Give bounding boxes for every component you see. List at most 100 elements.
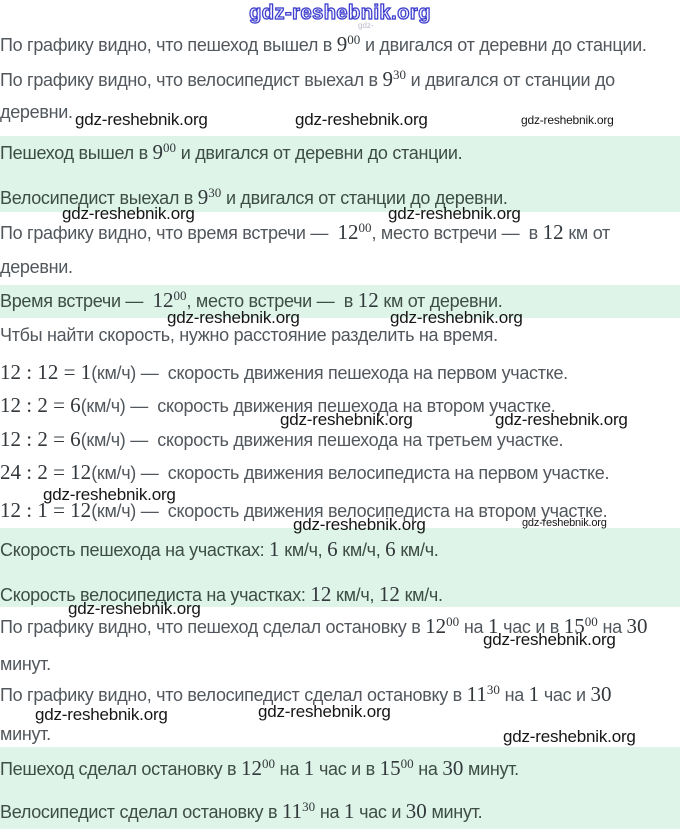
math-inline: 12 : 2 = 6 xyxy=(0,393,81,417)
plain-text: час и в xyxy=(498,617,564,637)
superscript-minutes: 30 xyxy=(208,185,222,200)
highlight-band xyxy=(0,285,680,318)
site-watermark: gdz-reshebnik.org xyxy=(35,705,168,724)
plain-text: (км/ч) — скорость движения пешехода на т… xyxy=(80,430,564,450)
plain-text: Велосипедист выехал в xyxy=(0,188,198,208)
text-line: Чтбы найти скорость, нужно расстояние ра… xyxy=(0,323,498,347)
text-line: По графику видно, что пешеход сделал ост… xyxy=(0,614,648,639)
plain-text: час и xyxy=(354,802,406,822)
site-watermark-top: gdz-reshebnik.org xyxy=(248,2,431,24)
plain-text: км/ч, xyxy=(279,540,328,560)
plain-text: По графику видно, что велосипедист выеха… xyxy=(0,70,383,90)
highlight-band xyxy=(0,136,680,212)
highlight-band xyxy=(0,747,680,829)
math-time-value: 1130 xyxy=(466,682,500,706)
math-inline: 12 : 12 = 1 xyxy=(0,360,92,384)
math-time-value: 900 xyxy=(336,32,361,56)
math-inline: 24 : 2 = 12 xyxy=(0,460,92,484)
superscript-minutes: 30 xyxy=(302,799,316,814)
plain-text: на xyxy=(597,617,627,637)
site-watermark: gdz-reshebnik.org xyxy=(167,308,300,327)
site-watermark: gdz-reshebnik.org xyxy=(43,485,176,504)
text-line: минут. xyxy=(0,722,51,746)
plain-text: , место встречи — в xyxy=(371,223,543,243)
plain-text: По графику видно, что время встречи — xyxy=(0,223,338,243)
plain-text: минут. xyxy=(0,654,51,674)
superscript-minutes: 00 xyxy=(584,614,598,629)
plain-text: на xyxy=(315,802,344,822)
math-time-value: 1200 xyxy=(425,614,460,638)
math-inline: 30 xyxy=(626,614,648,638)
text-line: Время встречи — 1200, место встречи — в … xyxy=(0,288,503,313)
site-watermark: gdz-reshebnik.org xyxy=(280,410,413,429)
text-line: Пешеход сделал остановку в 1200 на 1 час… xyxy=(0,756,519,781)
site-watermark: gdz-reshebnik.org xyxy=(390,308,523,327)
text-line: По графику видно, что время встречи — 12… xyxy=(0,220,610,245)
text-line: По графику видно, что пешеход вышел в 90… xyxy=(0,32,647,57)
math-inline: 12 : 2 = 6 xyxy=(0,427,81,451)
math-time-value: 1130 xyxy=(281,799,316,823)
plain-text: и двигался от деревни до станции. xyxy=(176,143,463,163)
plain-text: (км/ч) — скорость движения велосипедиста… xyxy=(91,501,608,521)
site-watermark: gdz-reshebnik.org xyxy=(62,204,195,223)
plain-text: (км/ч) — скорость движения пешехода на п… xyxy=(91,363,568,383)
plain-text: км/ч, xyxy=(331,585,379,605)
plain-text: минут. xyxy=(0,724,51,744)
plain-text: По графику видно, что велосипедист сдела… xyxy=(0,685,467,705)
text-line: Велосипедист выехал в 930 и двигался от … xyxy=(0,185,508,210)
math-time-value: 1200 xyxy=(240,756,275,780)
math-time-value: 930 xyxy=(197,185,222,209)
plain-text: км/ч. xyxy=(399,585,443,605)
math-inline: 12 xyxy=(310,582,332,606)
math-inline: 1 xyxy=(343,799,355,823)
plain-text: и двигался от деревни до станции. xyxy=(360,35,647,55)
plain-text: деревни. xyxy=(0,257,73,277)
math-inline: 12 xyxy=(357,288,379,312)
text-line: 24 : 2 = 12(км/ч) — скорость движения ве… xyxy=(0,460,609,485)
plain-text: Пешеход вышел в xyxy=(0,143,153,163)
site-watermark: gdz-reshebnik.org xyxy=(483,630,616,649)
text-line: 12 : 1 = 12(км/ч) — скорость движения ве… xyxy=(0,498,608,523)
site-watermark-faint: gdz- xyxy=(358,21,374,30)
text-line: Скорость пешехода на участках: 1 км/ч, 6… xyxy=(0,537,439,562)
superscript-minutes: 00 xyxy=(400,756,414,771)
superscript-minutes: 30 xyxy=(486,682,500,697)
math-inline: 1 xyxy=(487,614,499,638)
math-inline: 12 xyxy=(542,220,564,244)
plain-text: на xyxy=(413,759,443,779)
superscript-minutes: 00 xyxy=(173,288,187,303)
plain-text: км/ч. xyxy=(395,540,439,560)
plain-text: (км/ч) — скорость движения велосипедиста… xyxy=(91,463,610,483)
math-inline: 30 xyxy=(405,799,427,823)
plain-text: , место встречи — в xyxy=(186,291,358,311)
math-inline: 12 : 1 = 12 xyxy=(0,498,92,522)
plain-text: минут. xyxy=(463,759,519,779)
plain-text: на xyxy=(459,617,488,637)
plain-text: Скорость велосипедиста на участках: xyxy=(0,585,311,605)
math-time-value: 1200 xyxy=(337,220,372,244)
superscript-minutes: 00 xyxy=(446,614,460,629)
plain-text: км от xyxy=(563,223,610,243)
plain-text: Велосипедист сделал остановку в xyxy=(0,802,282,822)
site-watermark: gdz-reshebnik.org xyxy=(521,113,614,127)
plain-text: По графику видно, что пешеход вышел в xyxy=(0,35,337,55)
math-inline: 6 xyxy=(327,537,338,561)
plain-text: час и в xyxy=(314,759,380,779)
math-inline: 12 xyxy=(378,582,400,606)
plain-text: и двигался от станции до деревни. xyxy=(221,188,508,208)
math-inline: 30 xyxy=(590,682,612,706)
plain-text: По графику видно, что пешеход сделал ост… xyxy=(0,617,426,637)
math-inline: 30 xyxy=(442,756,464,780)
site-watermark: gdz-reshebnik.org xyxy=(258,702,391,721)
math-time-value: 1500 xyxy=(563,614,598,638)
plain-text: км/ч, xyxy=(337,540,386,560)
math-time-value: 1500 xyxy=(379,756,414,780)
plain-text: минут. xyxy=(426,802,483,822)
highlight-band xyxy=(0,528,680,607)
text-line: По графику видно, что велосипедист выеха… xyxy=(0,67,615,92)
superscript-minutes: 00 xyxy=(163,140,177,155)
plain-text: (км/ч) — скорость движения пешехода на в… xyxy=(80,396,556,416)
text-line: минут. xyxy=(0,652,51,676)
text-line: Пешеход вышел в 900 и двигался от деревн… xyxy=(0,140,463,165)
